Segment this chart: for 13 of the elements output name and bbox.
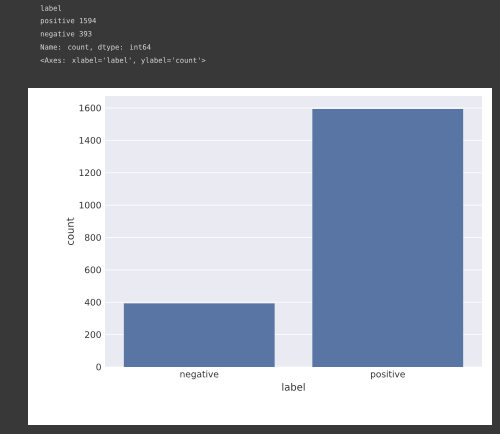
y-tick-label: 1000 [80, 202, 101, 208]
y-tick-label: 200 [85, 331, 101, 338]
y-tick-label: 600 [84, 266, 101, 274]
y-tick-label: 0 [96, 364, 101, 370]
y-tick-label: 1600 [80, 104, 101, 112]
y-tick-label: 400 [84, 298, 101, 306]
y-tick-label: 1400 [80, 136, 101, 144]
x-axis-title: label [282, 383, 305, 391]
y-axis-title: count [66, 218, 74, 246]
y-tick-label: 1200 [80, 169, 101, 176]
x-tick-label: positive [370, 370, 405, 380]
y-tick-label: 800 [84, 234, 101, 241]
x-tick-label: negative [180, 370, 218, 380]
